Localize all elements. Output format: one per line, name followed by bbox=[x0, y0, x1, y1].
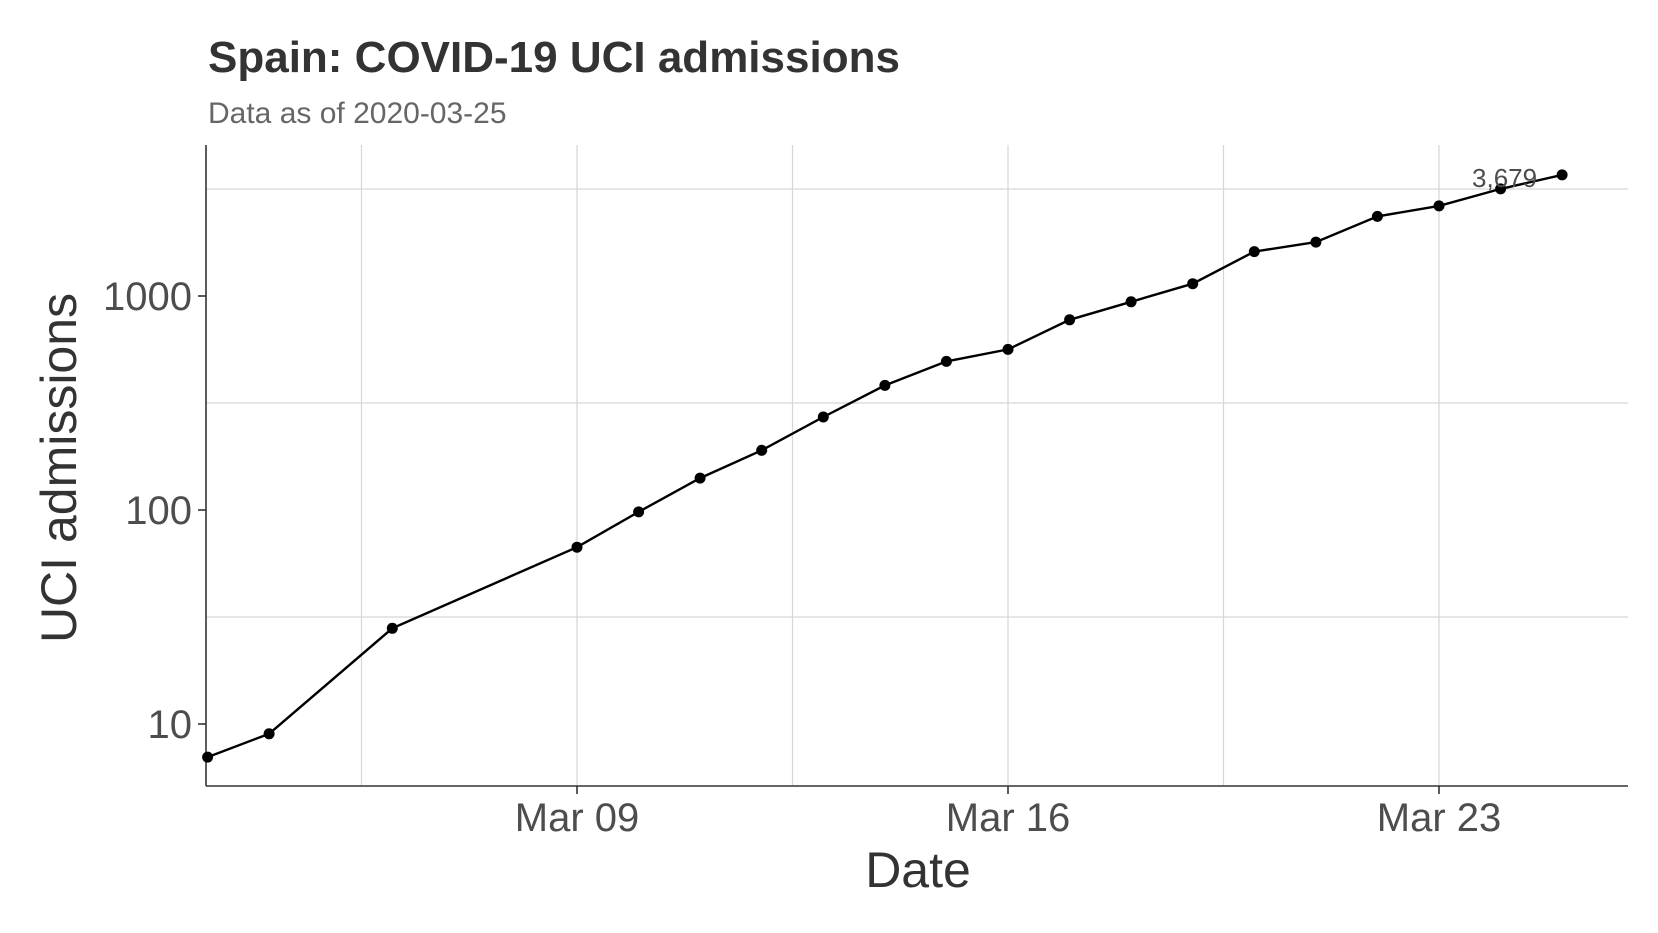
data-point bbox=[1125, 296, 1137, 308]
data-point bbox=[1556, 169, 1568, 181]
data-point bbox=[571, 541, 583, 553]
data-point bbox=[202, 751, 214, 763]
chart-title: Spain: COVID-19 UCI admissions bbox=[208, 33, 900, 82]
series-line bbox=[207, 173, 1563, 759]
y-axis-title: UCI admissions bbox=[31, 293, 87, 643]
x-tick-label: Mar 16 bbox=[946, 796, 1071, 840]
grid bbox=[206, 145, 1628, 786]
data-point bbox=[879, 379, 891, 391]
data-point bbox=[1002, 343, 1014, 355]
data-point bbox=[1371, 210, 1383, 222]
data-point bbox=[263, 728, 275, 740]
y-tick-label: 10 bbox=[148, 703, 193, 747]
x-tick-label: Mar 09 bbox=[515, 796, 640, 840]
chart-subtitle: Data as of 2020-03-25 bbox=[208, 97, 507, 130]
data-point bbox=[1495, 183, 1507, 195]
data-point bbox=[1248, 246, 1260, 258]
data-point bbox=[1187, 278, 1199, 290]
data-label-last: 3,679 bbox=[1472, 163, 1537, 193]
data-point bbox=[1310, 236, 1322, 248]
data-point bbox=[756, 444, 768, 456]
data-point bbox=[1433, 200, 1445, 212]
points bbox=[202, 169, 1568, 763]
y-tick-label: 1000 bbox=[103, 275, 192, 319]
data-point bbox=[633, 506, 645, 518]
series bbox=[207, 173, 1563, 759]
data-point bbox=[386, 622, 398, 634]
x-axis-title: Date bbox=[865, 842, 971, 898]
data-point bbox=[694, 472, 706, 484]
data-point bbox=[1064, 314, 1076, 326]
data-point bbox=[817, 411, 829, 423]
x-tick-label: Mar 23 bbox=[1377, 796, 1502, 840]
ticks: 10 100 1000 Mar 09 Mar 16 Mar 23 bbox=[103, 275, 1501, 840]
axes bbox=[205, 145, 1628, 787]
data-point bbox=[940, 355, 952, 367]
y-tick-label: 100 bbox=[125, 489, 192, 533]
